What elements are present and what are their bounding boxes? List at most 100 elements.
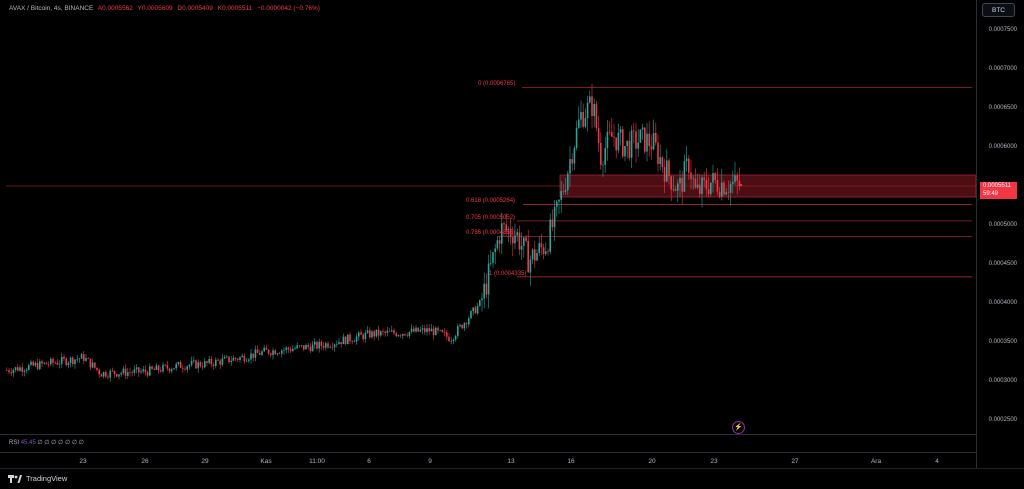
candle-body [626, 140, 628, 147]
candle-body [234, 357, 237, 359]
candle-body [633, 130, 635, 132]
candle-body [622, 129, 624, 157]
candle-body [322, 345, 325, 348]
candle-body [254, 349, 257, 358]
candle-body [558, 199, 560, 202]
price-plot[interactable] [6, 0, 976, 468]
price-axis[interactable]: 0.0007500 0.0007000 0.0006500 0.0006000 0.00… [976, 0, 1024, 468]
candle-body [668, 160, 670, 177]
candle-body [89, 358, 92, 368]
low-value: D0.0005409 [177, 5, 213, 12]
candle-body [274, 350, 276, 355]
symbol-title[interactable]: AVAX / Bitcoin, 4s, BINANCE [9, 5, 94, 12]
candle-body [547, 251, 549, 252]
candle-body [133, 369, 136, 373]
candle-body [21, 367, 23, 372]
candle-body [199, 362, 202, 367]
candle-body [470, 310, 472, 319]
candle-body [186, 366, 188, 370]
currency-button[interactable]: BTC [982, 3, 1015, 17]
candle-body [34, 362, 37, 366]
candle-body [113, 370, 116, 375]
price-tick: 0.0007500 [988, 27, 1017, 33]
candle-body [580, 111, 582, 120]
candle-body [197, 362, 199, 369]
candle-body [177, 362, 180, 364]
candle-body [481, 298, 483, 301]
candle-body [30, 361, 32, 365]
candle-body [615, 137, 617, 151]
tradingview-logo[interactable]: TradingView [8, 474, 67, 483]
candle-body [496, 240, 499, 249]
candle-body [696, 184, 699, 188]
candle-body [551, 219, 554, 228]
candle-body [538, 243, 540, 253]
candle-body [415, 327, 417, 332]
candle-body [164, 364, 166, 366]
candle-body [734, 175, 736, 182]
candle-body [124, 368, 127, 376]
candle-body [85, 358, 87, 361]
candle-body [377, 329, 380, 336]
candle-body [441, 330, 444, 333]
candle-body [127, 372, 129, 376]
candle-body [300, 345, 303, 346]
candle-body [325, 343, 327, 348]
candle-body [628, 140, 631, 158]
candle-body [28, 364, 30, 370]
time-tick: 6 [367, 458, 371, 465]
candle-body [694, 178, 697, 188]
rsi-pane[interactable]: RSI 45.45 ∅ ∅ ∅ ∅ ∅ ∅ ∅ [0, 434, 976, 453]
candle-body [692, 178, 694, 180]
candle-body [677, 183, 679, 191]
candle-body [204, 361, 206, 368]
candle-body [25, 369, 28, 371]
candle-body [80, 354, 83, 359]
candle-body [39, 361, 41, 370]
candle-body [94, 362, 96, 368]
candle-body [259, 352, 261, 355]
candle-body [69, 357, 72, 363]
candle-body [329, 346, 331, 348]
candle-body [540, 243, 543, 248]
candle-body [397, 335, 400, 337]
time-tick: 26 [141, 458, 149, 465]
candle-body [732, 181, 734, 184]
candle-body [78, 358, 81, 360]
candle-body [516, 232, 518, 236]
candle-body [65, 358, 67, 366]
candle-body [142, 369, 144, 372]
candle-body [41, 361, 43, 364]
candle-body [149, 366, 151, 376]
candle-body [630, 130, 633, 158]
candle-body [83, 354, 85, 361]
time-axis[interactable]: 23 26 29 Kas 11:00 6 9 13 16 20 23 27 Ara 4 [0, 452, 976, 469]
change-value: −0.0000042 (−0.76%) [257, 5, 320, 12]
candle-body [435, 327, 437, 336]
candle-body [659, 157, 661, 164]
candle-body [140, 371, 142, 373]
candle-body [410, 328, 413, 332]
candle-body [340, 342, 342, 345]
candle-body [688, 158, 690, 173]
candle-body [105, 371, 107, 377]
rsi-extras: ∅ ∅ ∅ ∅ ∅ ∅ ∅ [37, 440, 84, 446]
candle-body [439, 330, 441, 331]
price-tick: 0.0003000 [988, 378, 1017, 384]
candle-body [311, 344, 314, 352]
candle-body [518, 232, 521, 250]
candle-body [430, 328, 433, 332]
time-tick: Kas [260, 458, 272, 465]
candle-body [428, 328, 430, 332]
alert-icon[interactable]: ⚡ [732, 421, 745, 434]
candle-body [358, 332, 360, 337]
candle-body [472, 307, 474, 311]
candle-body [650, 146, 653, 150]
price-tick: 0.0003500 [988, 339, 1017, 345]
fib-level-label: 0.705 (0.0005052) [466, 214, 516, 221]
candle-body [331, 346, 334, 348]
candle-body [195, 360, 197, 369]
candle-body [353, 341, 356, 343]
candle-body [289, 349, 292, 352]
